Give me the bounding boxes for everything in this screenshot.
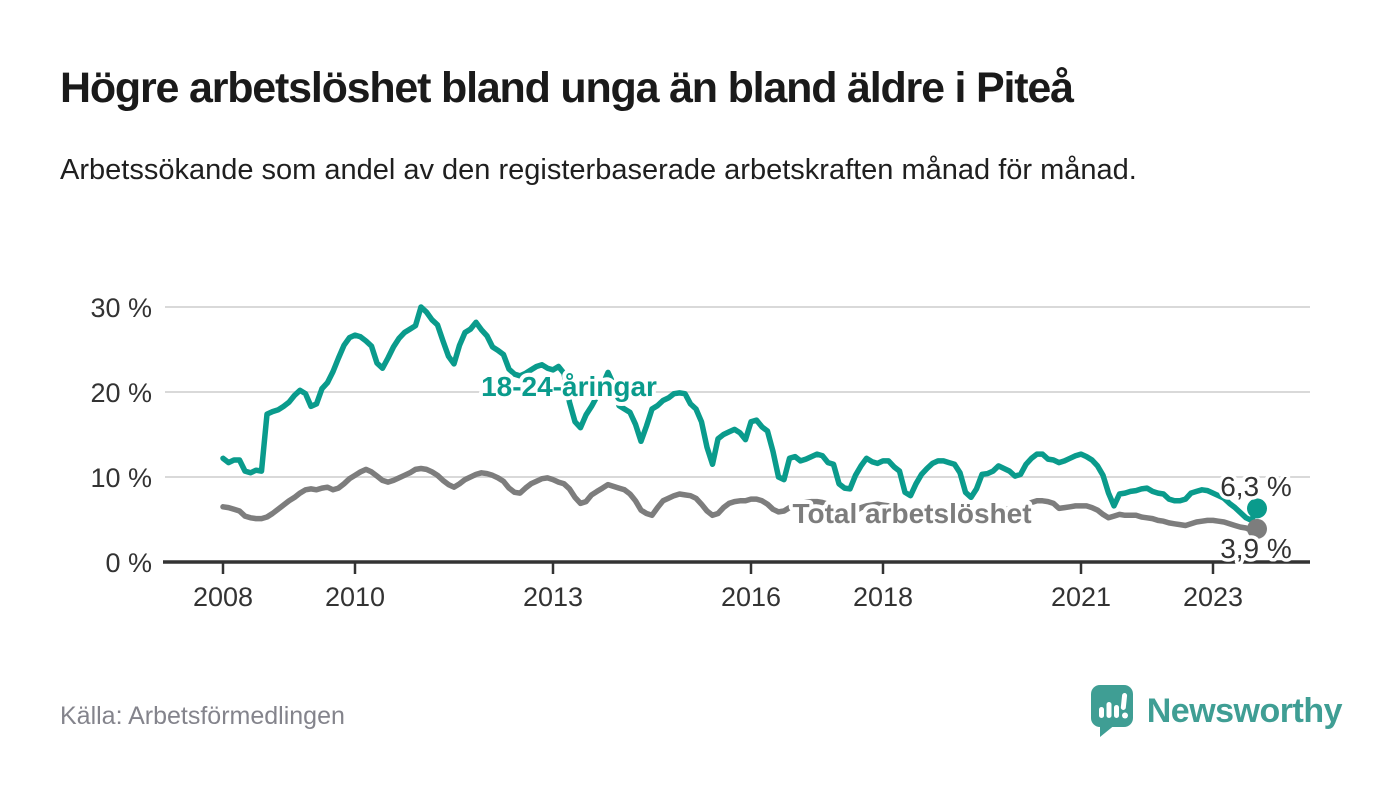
newsworthy-logo-icon (1090, 685, 1133, 737)
x-tick-label: 2021 (1051, 582, 1111, 612)
brand-name: Newsworthy (1146, 691, 1343, 730)
chart-subtitle: Arbetssökande som andel av den registerb… (60, 154, 1137, 186)
series-end-dot-young (1247, 498, 1267, 519)
series-label-young: 18-24-åringar (481, 371, 657, 402)
y-tick-label: 30 % (90, 293, 152, 323)
y-tick-label: 20 % (90, 378, 152, 408)
y-tick-label: 10 % (90, 463, 152, 493)
series-label-total: Total arbetslöshet (792, 498, 1031, 529)
x-tick-label: 2016 (721, 582, 781, 612)
brand-logo: Newsworthy (1090, 684, 1343, 738)
source-attribution: Källa: Arbetsförmedlingen (60, 702, 345, 730)
end-value-label-total: 3,9 % (1220, 533, 1292, 564)
x-tick-label: 2018 (853, 582, 913, 612)
end-value-label-young: 6,3 % (1220, 471, 1292, 502)
chart-axes-and-series: 0 % 10 % 20 % 30 % 2008 2010 2013 2016 2018 2021 2… (90, 293, 1310, 612)
series-end-dot-total (1247, 518, 1267, 539)
line-chart: 0 % 10 % 20 % 30 % 2008 2010 2013 2016 2018 2021 2… (90, 293, 1310, 612)
x-tick-label: 2013 (523, 582, 583, 612)
y-tick-label: 0 % (105, 548, 152, 578)
series-line-young (220, 304, 1260, 524)
page-title: Högre arbetslöshet bland unga än bland ä… (60, 64, 1074, 112)
x-tick-label: 2023 (1183, 582, 1243, 612)
x-tick-label: 2008 (193, 582, 253, 612)
series-line-total (220, 465, 1260, 534)
x-tick-label: 2010 (325, 582, 385, 612)
chart-annotations: 18-24-åringar Total arbetslöshet 6,3 % 3… (477, 367, 1295, 568)
